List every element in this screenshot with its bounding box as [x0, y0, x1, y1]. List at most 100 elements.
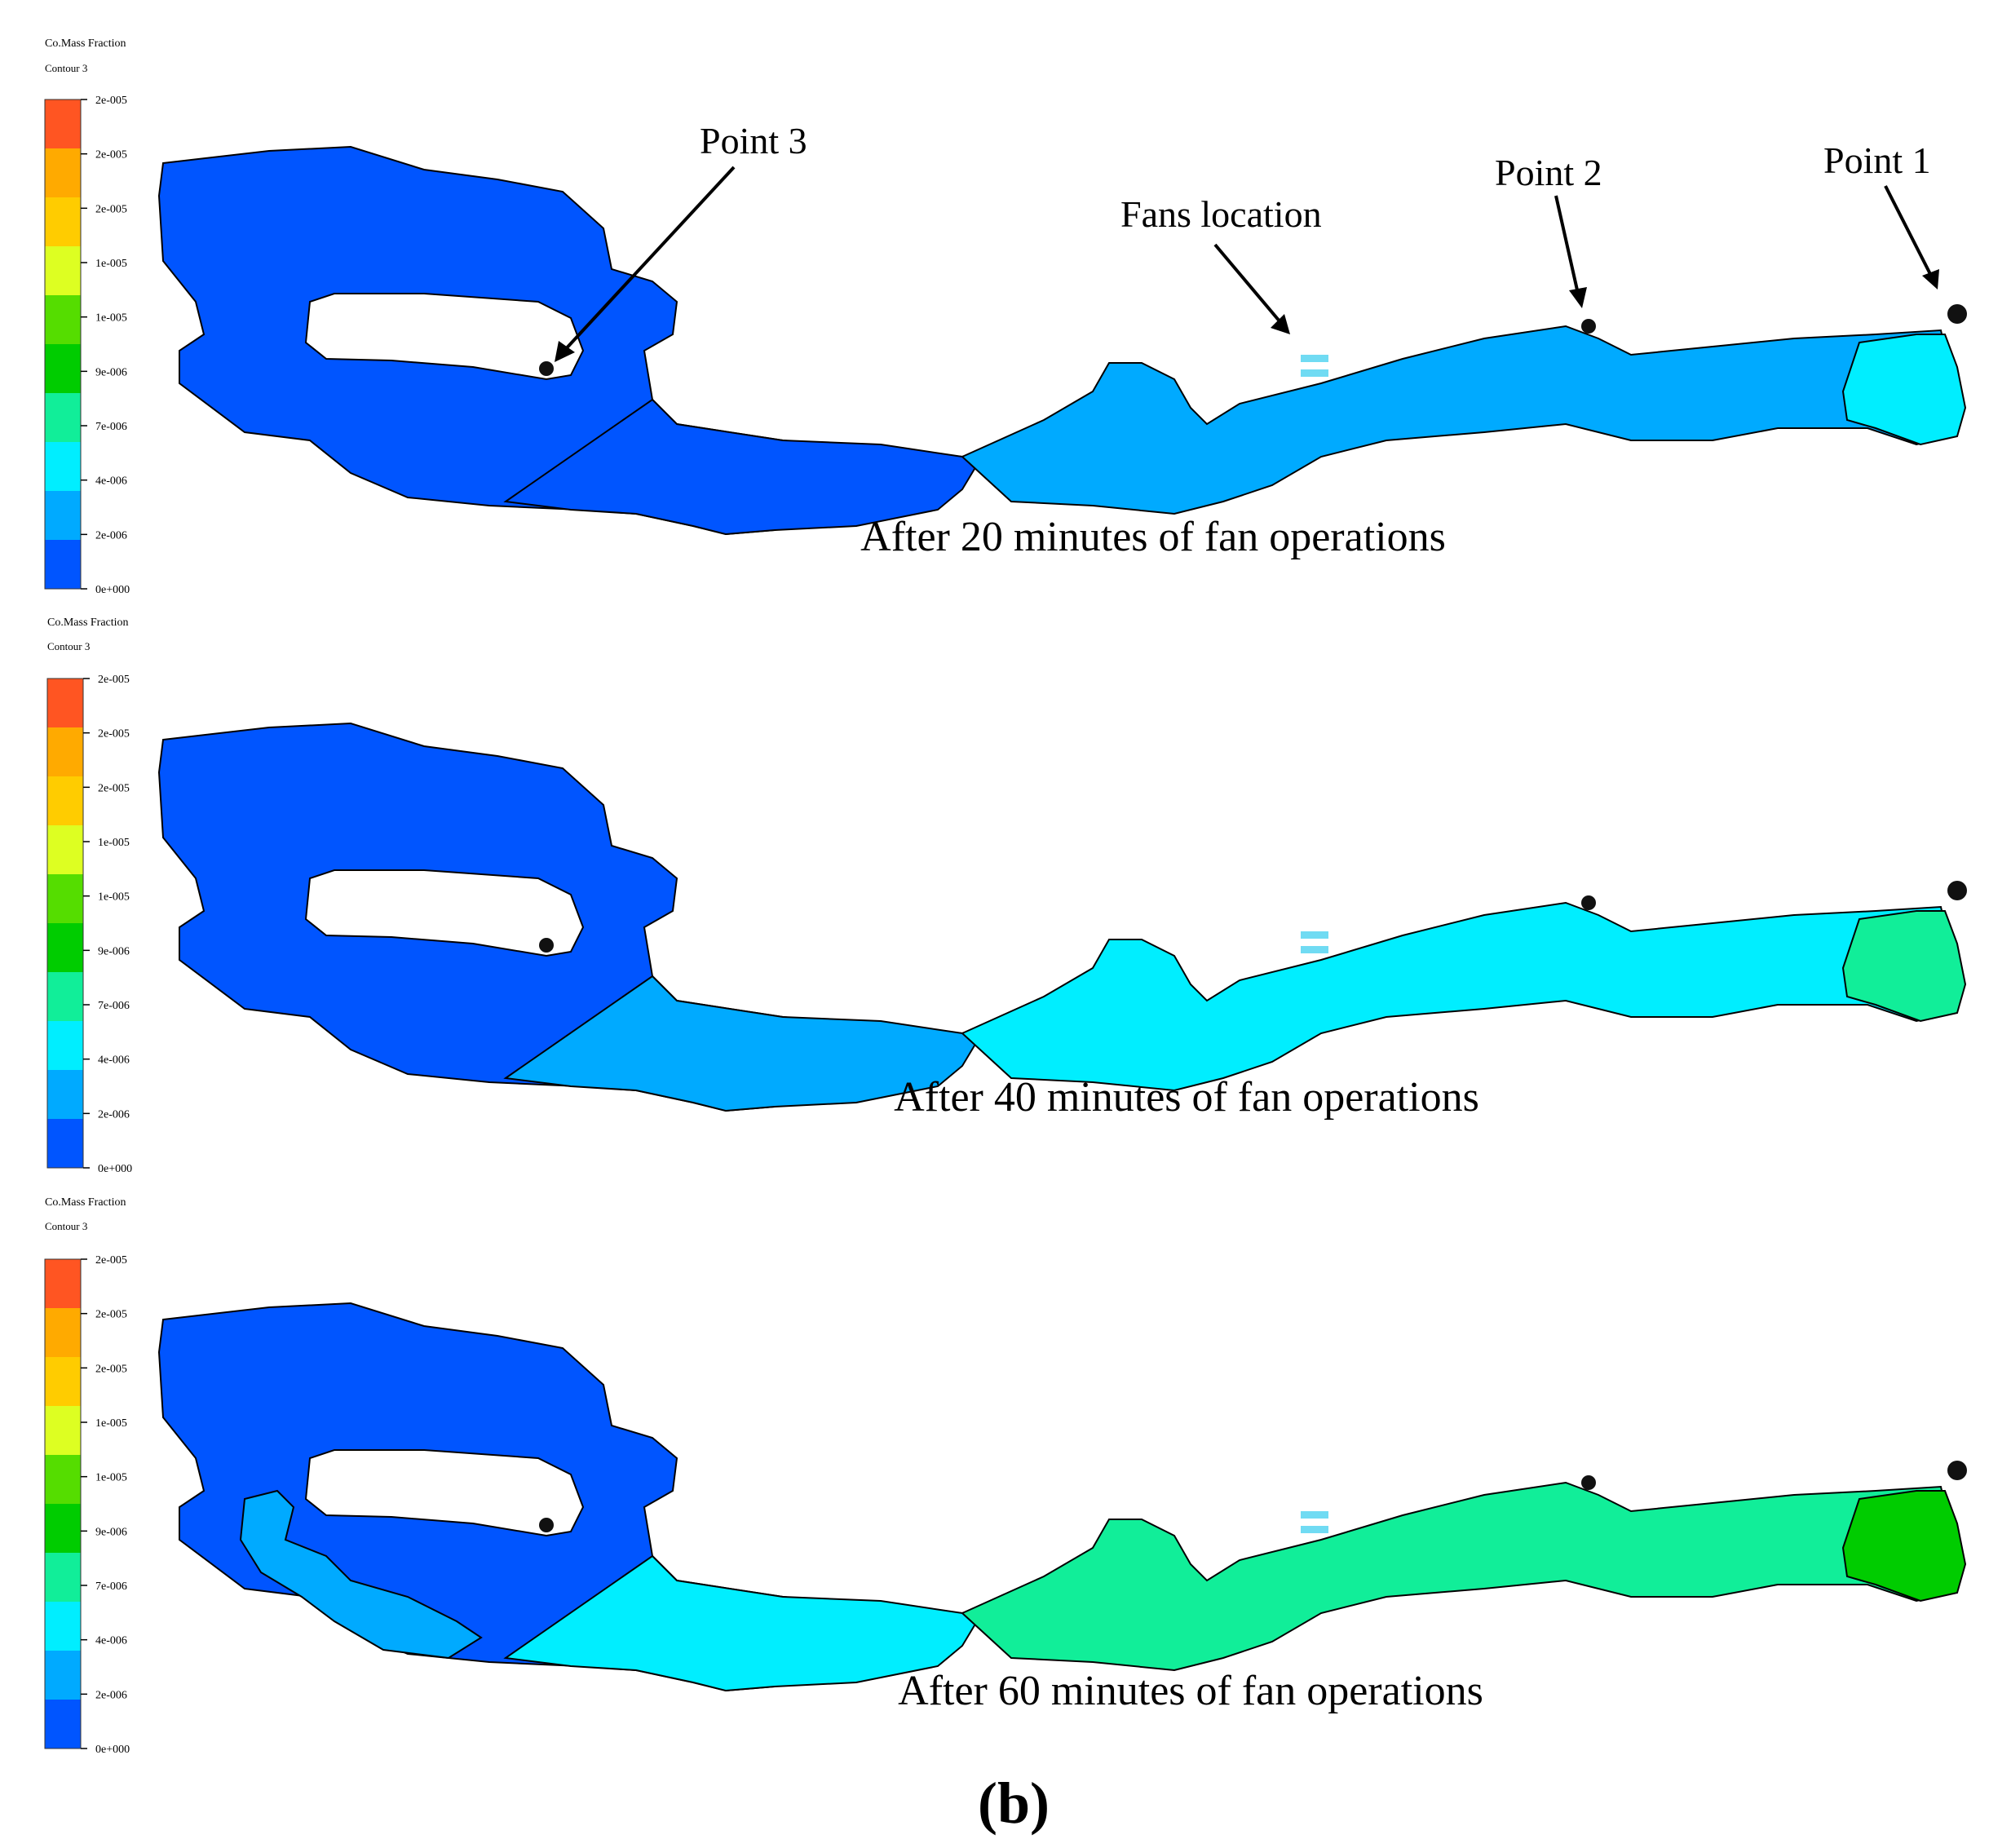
panel-2 — [158, 723, 1967, 1112]
legend-1-band-5 — [45, 344, 81, 393]
legend-3-bar — [44, 1258, 82, 1749]
legend-1-tick-label-7: 4e-006 — [95, 475, 127, 488]
legend-3-title: Co.Mass Fraction — [45, 1196, 126, 1209]
legend-1-band-0 — [45, 99, 81, 148]
panel-1-caption: After 20 minutes of fan operations — [860, 514, 1446, 560]
legend-2-band-4 — [47, 874, 83, 923]
legend-1: 2e-005 2e-005 2e-005 1e-005 1e-005 9e-006 7e-0… — [44, 38, 130, 596]
fan-vent-0-p1 — [1301, 355, 1328, 362]
point-3-marker-p2 — [539, 938, 554, 953]
legend-2-band-3 — [47, 825, 83, 874]
point-2-marker-p2 — [1581, 895, 1596, 910]
zone-tunnel-p3 — [961, 1482, 1958, 1671]
legend-1-frame — [44, 99, 82, 590]
panel-2-caption: After 40 minutes of fan operations — [894, 1074, 1479, 1121]
legend-3-tick-label-7: 4e-006 — [95, 1635, 127, 1647]
legend-1-tick-label-1: 2e-005 — [95, 149, 127, 161]
point-3-label: Point 3 — [700, 120, 807, 161]
point-1-marker — [1947, 304, 1967, 324]
legend-2-band-1 — [47, 727, 83, 776]
point-3-marker-p3 — [539, 1518, 554, 1532]
panel-1 — [158, 146, 1967, 535]
legend-2-tick-label-9: 0e+000 — [98, 1163, 132, 1175]
legend-3-tick-label-2: 2e-005 — [95, 1363, 127, 1375]
point-3-marker — [539, 361, 554, 376]
legend-2-tick-label-3: 1e-005 — [98, 837, 130, 849]
legend-3-band-9 — [45, 1700, 81, 1749]
point-1-marker-p2 — [1947, 881, 1967, 900]
point-3-arrow — [561, 166, 736, 354]
legend-3-band-3 — [45, 1406, 81, 1455]
legend-1-band-8 — [45, 491, 81, 540]
legend-2-tick-label-6: 7e-006 — [98, 1000, 130, 1012]
legend-1-tick-label-6: 7e-006 — [95, 421, 127, 433]
point-2-arrow — [1554, 195, 1580, 294]
legend-3-band-2 — [45, 1357, 81, 1406]
legend-1-title: Co.Mass Fraction — [45, 38, 126, 50]
legend-3-band-6 — [45, 1553, 81, 1602]
legend-2-frame — [46, 678, 84, 1169]
legend-1-tick-label-2: 2e-005 — [95, 203, 127, 215]
legend-2-band-7 — [47, 1021, 83, 1070]
legend-2: 2e-005 2e-005 2e-005 1e-005 1e-005 9e-006 7e-0… — [46, 617, 132, 1175]
legend-3-band-0 — [45, 1259, 81, 1308]
legend-1-band-9 — [45, 540, 81, 589]
point-1-label: Point 1 — [1823, 139, 1931, 181]
legend-2-ticks: 2e-005 2e-005 2e-005 1e-005 1e-005 9e-006 7e-0… — [83, 674, 132, 1175]
fan-vent-0-p3 — [1301, 1511, 1328, 1519]
legend-1-tick-label-4: 1e-005 — [95, 312, 127, 325]
panel-3-caption: After 60 minutes of fan operations — [898, 1668, 1483, 1714]
legend-1-subtitle: Contour 3 — [45, 62, 87, 74]
legend-3-tick-label-6: 7e-006 — [95, 1581, 127, 1593]
point-1-arrowhead — [1922, 269, 1939, 290]
legend-2-band-8 — [47, 1070, 83, 1119]
legend-1-band-6 — [45, 393, 81, 442]
fan-vent-1-p3 — [1301, 1526, 1328, 1533]
fan-vent-1-p1 — [1301, 369, 1328, 377]
zone-tunnel-p2 — [961, 902, 1958, 1091]
legend-3-tick-label-8: 2e-006 — [95, 1689, 127, 1701]
legend-3-ticks: 2e-005 2e-005 2e-005 1e-005 1e-005 9e-006 7e-0… — [81, 1254, 130, 1756]
legend-1-tick-label-3: 1e-005 — [95, 258, 127, 270]
legend-1-band-7 — [45, 442, 81, 491]
point-2-label: Point 2 — [1495, 152, 1602, 193]
panel-3-contour — [158, 1302, 1966, 1691]
legend-1-band-3 — [45, 246, 81, 295]
fans-label: Fans location — [1120, 193, 1322, 235]
legend-2-band-6 — [47, 972, 83, 1021]
zone-tunnel-p1 — [961, 325, 1958, 515]
point-1-marker-p3 — [1947, 1461, 1967, 1480]
legend-1-band-4 — [45, 295, 81, 344]
legend-2-tick-label-4: 1e-005 — [98, 891, 130, 904]
legend-3: 2e-005 2e-005 2e-005 1e-005 1e-005 9e-006 7e-0… — [44, 1196, 130, 1756]
legend-3-band-5 — [45, 1504, 81, 1553]
fan-vent-0-p2 — [1301, 931, 1328, 939]
figure-label: (b) — [978, 1771, 1050, 1836]
legend-2-band-9 — [47, 1119, 83, 1168]
legend-3-tick-label-0: 2e-005 — [95, 1254, 127, 1267]
legend-3-band-4 — [45, 1455, 81, 1504]
fans-arrowhead — [1271, 314, 1290, 334]
legend-2-tick-label-7: 4e-006 — [98, 1054, 130, 1067]
legend-2-tick-label-1: 2e-005 — [98, 728, 130, 741]
legend-2-tick-label-0: 2e-005 — [98, 674, 130, 686]
fan-vent-1-p2 — [1301, 946, 1328, 953]
legend-1-band-1 — [45, 148, 81, 197]
legend-3-band-1 — [45, 1308, 81, 1357]
legend-3-band-8 — [45, 1651, 81, 1700]
legend-3-tick-label-3: 1e-005 — [95, 1417, 127, 1430]
point-2-arrowhead — [1569, 287, 1587, 308]
legend-2-title: Co.Mass Fraction — [47, 617, 129, 629]
legend-3-band-7 — [45, 1602, 81, 1651]
legend-2-tick-label-5: 9e-006 — [98, 945, 130, 957]
legend-1-ticks: 2e-005 2e-005 2e-005 1e-005 1e-005 9e-006 7e-0… — [81, 95, 130, 596]
legend-2-band-2 — [47, 776, 83, 825]
legend-2-tick-label-2: 2e-005 — [98, 782, 130, 794]
legend-2-bar — [46, 678, 84, 1169]
legend-3-subtitle: Contour 3 — [45, 1220, 87, 1232]
legend-3-frame — [44, 1258, 82, 1749]
legend-3-tick-label-4: 1e-005 — [95, 1472, 127, 1484]
legend-2-band-0 — [47, 679, 83, 727]
panel-3 — [158, 1302, 1967, 1691]
